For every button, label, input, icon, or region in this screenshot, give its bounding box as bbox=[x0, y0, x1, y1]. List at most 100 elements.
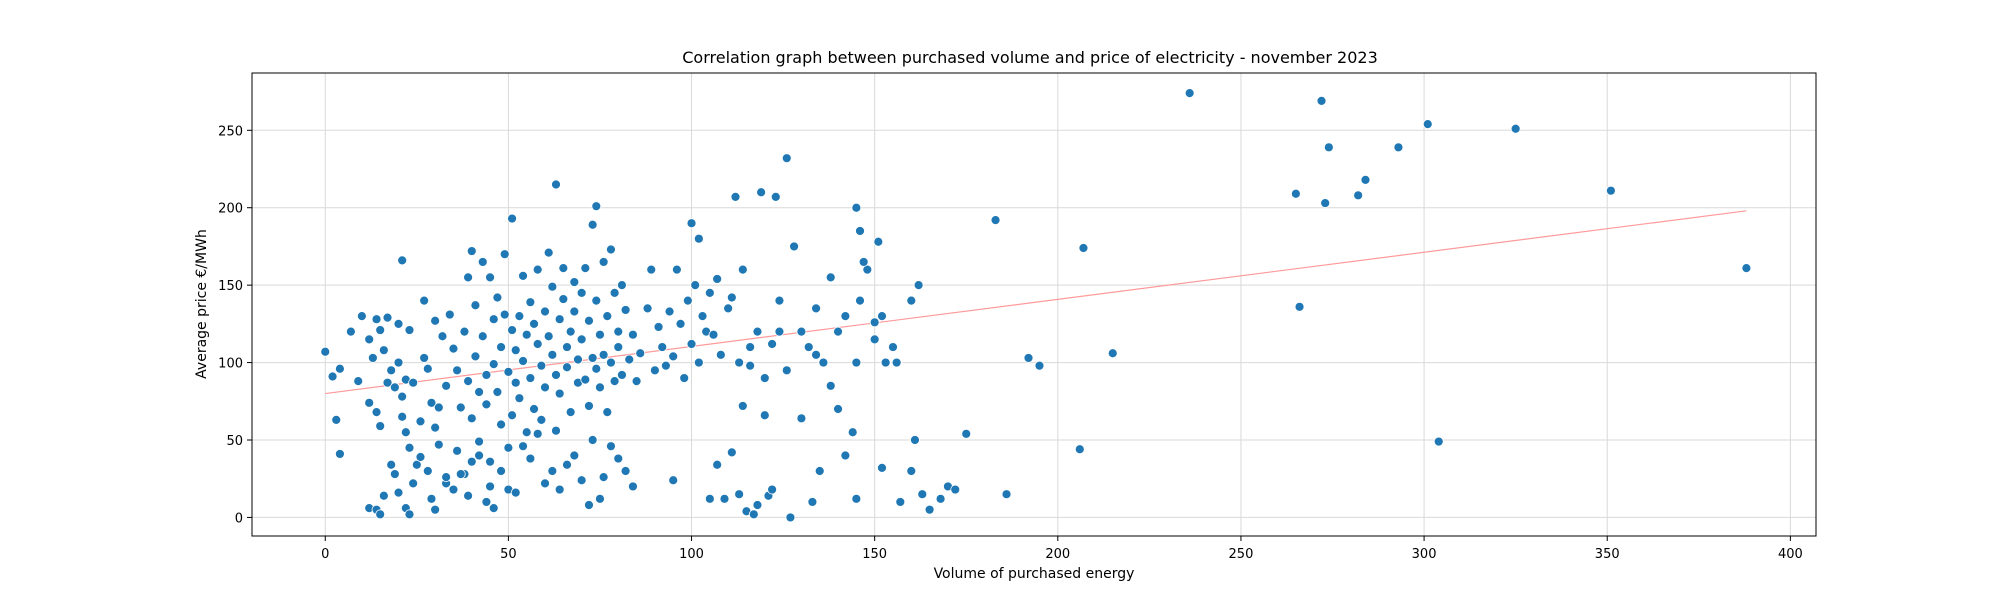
scatter-point bbox=[470, 300, 481, 311]
plot-frame bbox=[251, 72, 1817, 537]
scatter-point bbox=[331, 414, 342, 425]
scatter-point bbox=[507, 213, 517, 224]
scatter-point bbox=[726, 447, 737, 458]
scatter-point bbox=[551, 179, 561, 190]
grid-lines bbox=[252, 73, 1816, 536]
scatter-point bbox=[576, 287, 587, 298]
scatter-point bbox=[1741, 263, 1752, 274]
x-tick-label: 400 bbox=[1778, 547, 1803, 562]
scatter-point bbox=[1290, 188, 1301, 199]
scatter-point bbox=[1034, 360, 1045, 371]
x-tick-label: 150 bbox=[862, 547, 887, 562]
scatter-point bbox=[536, 360, 547, 371]
scatter-point bbox=[488, 503, 499, 514]
scatter-point bbox=[646, 264, 657, 275]
scatter-point bbox=[551, 370, 561, 380]
scatter-point bbox=[459, 326, 470, 337]
scatter-point bbox=[510, 345, 521, 356]
scatter-point bbox=[1001, 489, 1012, 500]
x-tick-label: 0 bbox=[321, 547, 329, 562]
scatter-point bbox=[1605, 185, 1616, 196]
scatter-point bbox=[653, 322, 664, 332]
scatter-point bbox=[1323, 142, 1334, 153]
scatter-point bbox=[540, 306, 550, 317]
scatter-point bbox=[847, 427, 858, 438]
scatter-point bbox=[485, 456, 495, 467]
scatter-point bbox=[419, 353, 430, 363]
scatter-point bbox=[386, 459, 397, 470]
x-tick-label: 300 bbox=[1412, 547, 1437, 562]
scatter-point bbox=[441, 472, 452, 483]
scatter-point bbox=[580, 374, 591, 385]
scatter-point bbox=[521, 427, 532, 438]
scatter-point bbox=[880, 357, 891, 368]
scatter-point bbox=[576, 334, 587, 345]
scatter-point bbox=[569, 450, 580, 461]
scatter-point bbox=[375, 509, 386, 520]
scatter-point bbox=[704, 287, 715, 298]
scatter-point bbox=[851, 202, 862, 213]
scatter-point bbox=[591, 295, 602, 306]
scatter-point bbox=[825, 272, 836, 283]
scatter-point bbox=[877, 462, 887, 473]
scatter-point bbox=[378, 490, 389, 501]
scatter-point bbox=[540, 478, 550, 489]
scatter-point bbox=[510, 377, 521, 388]
scatter-point bbox=[660, 360, 671, 371]
scatter-point bbox=[375, 421, 386, 431]
x-tick-label: 250 bbox=[1229, 547, 1254, 562]
scatter-point bbox=[463, 376, 474, 387]
scatter-point bbox=[335, 449, 345, 459]
scatter-point bbox=[518, 441, 528, 452]
scatter-point bbox=[712, 459, 723, 470]
scatter-point bbox=[961, 428, 972, 439]
scatter-point bbox=[617, 280, 627, 291]
scatter-point bbox=[891, 357, 902, 368]
scatter-point bbox=[481, 497, 492, 507]
scatter-point bbox=[642, 303, 653, 314]
scatter-point bbox=[415, 416, 426, 427]
scatter-point bbox=[811, 349, 821, 360]
scatter-point bbox=[814, 466, 825, 476]
scatter-point bbox=[851, 493, 862, 504]
scatter-point bbox=[393, 487, 404, 498]
scatter-point bbox=[723, 303, 734, 314]
scatter-point bbox=[664, 306, 675, 317]
scatter-point bbox=[913, 280, 924, 291]
scatter-point bbox=[481, 399, 492, 410]
scatter-point bbox=[935, 493, 946, 504]
scatter-point bbox=[565, 407, 576, 418]
scatter-point bbox=[320, 346, 331, 357]
scatter-point bbox=[774, 295, 785, 306]
scatter-point bbox=[569, 277, 580, 287]
scatter-point bbox=[543, 247, 554, 258]
scatter-point bbox=[430, 422, 441, 433]
scatter-point bbox=[635, 348, 646, 359]
scatter-point bbox=[924, 504, 935, 515]
scatter-point bbox=[595, 329, 605, 340]
scatter-point bbox=[510, 487, 521, 498]
scatter-point bbox=[873, 236, 884, 247]
scatter-point bbox=[485, 272, 495, 283]
scatter-point bbox=[433, 402, 444, 413]
scatter-point bbox=[430, 315, 441, 326]
scatter-point bbox=[496, 419, 506, 430]
scatter-point bbox=[1316, 95, 1327, 106]
scatter-point bbox=[547, 349, 558, 360]
scatter-point bbox=[393, 318, 404, 329]
scatter-point bbox=[455, 469, 466, 479]
scatter-point bbox=[620, 466, 631, 476]
scatter-point bbox=[767, 484, 778, 495]
scatter-point bbox=[397, 411, 408, 422]
scatter-point bbox=[1078, 243, 1089, 253]
scatter-point bbox=[584, 315, 594, 326]
x-axis-label: Volume of purchased energy bbox=[934, 566, 1135, 582]
scatter-point bbox=[737, 264, 748, 275]
scatter-point bbox=[477, 257, 488, 267]
scatter-point bbox=[587, 219, 598, 230]
scatter-point bbox=[404, 325, 415, 335]
scatter-point bbox=[591, 363, 602, 374]
scatter-point bbox=[364, 397, 375, 408]
scatter-point bbox=[1294, 301, 1305, 312]
y-tick-label: 200 bbox=[218, 202, 243, 217]
